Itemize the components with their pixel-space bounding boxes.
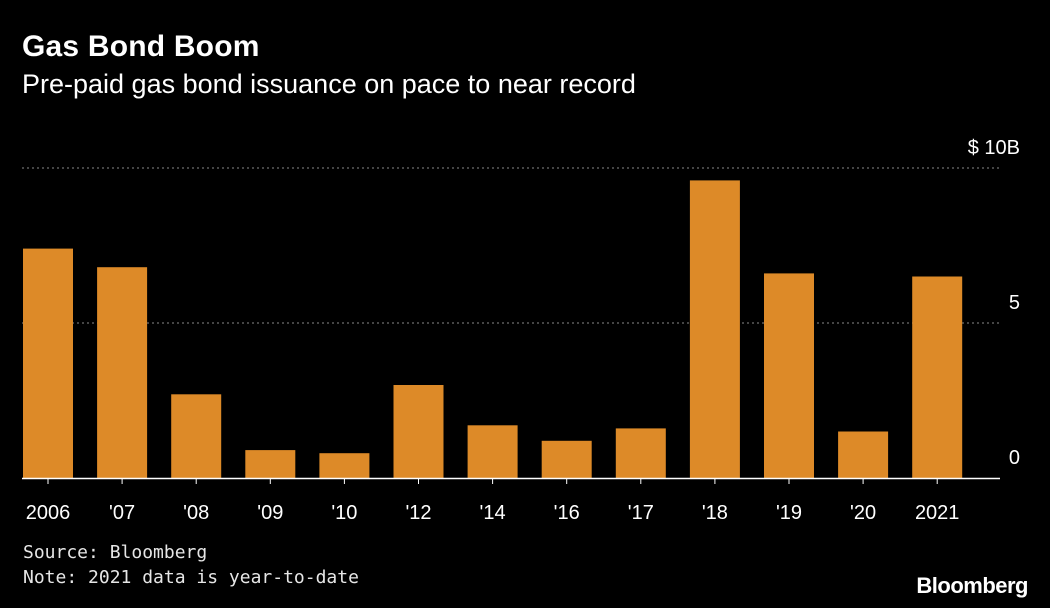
x-tick-label: '19 bbox=[776, 502, 802, 524]
x-tick-label: '18 bbox=[702, 502, 728, 524]
x-tick-label: '12 bbox=[405, 502, 431, 524]
bar-07 bbox=[97, 267, 147, 478]
x-tick-label: '14 bbox=[480, 502, 506, 524]
bar-10 bbox=[319, 453, 369, 478]
bar-16 bbox=[542, 441, 592, 478]
bar-2021 bbox=[912, 277, 962, 479]
x-tick-label: '08 bbox=[183, 502, 209, 524]
x-tick-label: '20 bbox=[850, 502, 876, 524]
x-tick-label: '09 bbox=[257, 502, 283, 524]
x-tick-label: 2021 bbox=[915, 502, 960, 524]
y-tick-label: 0 bbox=[1009, 447, 1020, 469]
x-tick-label: '07 bbox=[109, 502, 135, 524]
bar-08 bbox=[171, 394, 221, 478]
bar-09 bbox=[245, 450, 295, 478]
bar-12 bbox=[394, 385, 444, 478]
bar-17 bbox=[616, 428, 666, 478]
x-tick-label: '17 bbox=[628, 502, 654, 524]
bar-18 bbox=[690, 180, 740, 478]
bar-14 bbox=[468, 425, 518, 478]
bar-19 bbox=[764, 273, 814, 478]
source-note: Source: Bloomberg bbox=[23, 542, 207, 563]
bloomberg-logo: Bloomberg bbox=[916, 573, 1028, 599]
x-tick-label: '10 bbox=[331, 502, 357, 524]
x-tick-label: '16 bbox=[554, 502, 580, 524]
data-note: Note: 2021 data is year-to-date bbox=[23, 567, 359, 588]
bar-20 bbox=[838, 432, 888, 479]
x-tick-label: 2006 bbox=[26, 502, 71, 524]
bar-chart: $ 10B 5 0 2006 '07 '08 '09 '10 '12 '14 '16 '17 '18 '1… bbox=[0, 0, 1050, 608]
bar-2006 bbox=[23, 249, 73, 478]
y-tick-label: $ 10B bbox=[968, 137, 1020, 159]
y-tick-label: 5 bbox=[1009, 292, 1020, 314]
